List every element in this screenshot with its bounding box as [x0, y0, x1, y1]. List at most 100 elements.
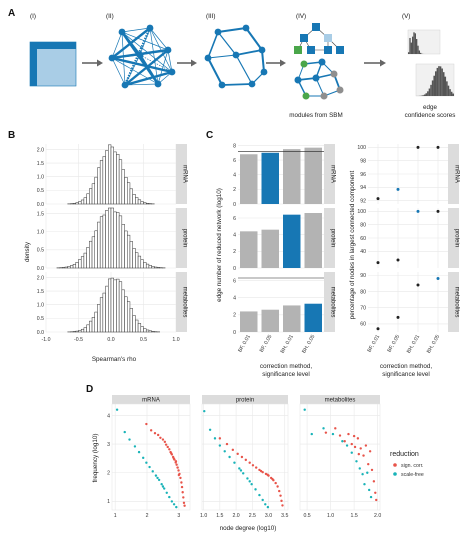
c-dot	[396, 187, 400, 191]
d-point-scale-free	[151, 470, 154, 473]
c-dot	[396, 258, 400, 262]
c-left-y-tick: 4	[233, 296, 236, 302]
b-hist-bar	[110, 207, 114, 269]
d-point-sign-corr	[180, 481, 183, 484]
b-hist-bar	[83, 252, 87, 269]
b-hist-bar	[80, 328, 85, 333]
d-point-scale-free	[261, 498, 264, 502]
b-hist-bar	[148, 330, 152, 333]
panel-d: D mRNA 1 2 3 1 2 3 4 protein 1.0 1.5 2.0 2.5 3.0 3.5 me…	[86, 384, 424, 532]
module-node	[330, 70, 338, 78]
mini-hist-bar	[417, 45, 419, 54]
b-hist-bar	[151, 266, 155, 269]
d-point-sign-corr	[266, 473, 269, 476]
c-bar	[261, 152, 279, 204]
d-facet-strip	[112, 395, 190, 404]
b-hist-bar	[118, 281, 123, 333]
c-left-strip	[324, 208, 335, 268]
mini-hist-bar	[446, 81, 448, 96]
tree-node	[324, 46, 332, 54]
tree-node	[294, 46, 302, 54]
b-y-tick: 1.0	[37, 303, 44, 309]
b-hist-bar	[86, 324, 90, 333]
b-facet-label: mRNA	[182, 165, 188, 183]
d-point-sign-corr	[338, 434, 342, 437]
b-hist-bar	[78, 259, 82, 269]
module-node	[318, 58, 326, 66]
c-right-x-tick: BH, 0.05	[426, 334, 441, 355]
network-node	[258, 46, 266, 54]
network-edge	[124, 83, 159, 86]
d-point-scale-free	[203, 409, 206, 413]
d-x-tick: 1.5	[351, 513, 358, 519]
d-point-sign-corr	[356, 437, 360, 440]
b-y-tick: 0.0	[37, 202, 44, 208]
c-left-xlabel-1: correction method,	[260, 363, 312, 370]
c-left-x-tick: BH, 0.01	[280, 334, 295, 355]
c-left-xlabel-2: significance level	[262, 371, 310, 378]
d-point-scale-free	[208, 428, 212, 431]
mini-hist-bar	[418, 50, 420, 54]
c-right-facet-label: metabolites	[454, 287, 460, 318]
d-facet-label: metabolites	[325, 398, 356, 404]
d-y-tick: 2	[107, 471, 110, 477]
step-3-label: (III)	[206, 13, 215, 20]
b-hist-bar	[132, 248, 136, 269]
panel-d-letter: D	[86, 384, 93, 395]
c-left-x-tick: BF, 0.05	[259, 334, 274, 354]
b-hist-bar	[127, 234, 131, 269]
d-point-scale-free	[175, 505, 178, 509]
b-hist-bar	[75, 202, 79, 205]
d-point-scale-free	[345, 444, 349, 447]
b-hist-bar	[132, 194, 136, 205]
mini-hist-bar	[412, 36, 414, 54]
b-hist-bar	[99, 297, 104, 333]
c-right-strip	[448, 208, 459, 268]
c-left-y-tick: 0	[233, 202, 236, 208]
b-xlabel: Spearman's rho	[92, 356, 137, 363]
d-point-sign-corr	[248, 461, 251, 464]
d-point-scale-free	[341, 440, 344, 443]
network-edge	[121, 27, 151, 33]
b-hist-bar	[102, 292, 106, 333]
b-x-tick: 0.0	[107, 337, 114, 343]
mini-hist-bar	[422, 95, 424, 96]
b-hist-bar	[72, 264, 77, 269]
b-hist-bar	[64, 266, 68, 269]
d-point-scale-free	[303, 408, 306, 411]
b-hist-bar	[80, 199, 85, 205]
d-point-scale-free	[123, 430, 126, 434]
b-hist-bar	[108, 207, 112, 269]
d-point-sign-corr	[353, 445, 357, 449]
d-legend: reduction sign. corr. scale-free	[390, 451, 424, 478]
c-dot	[436, 209, 440, 213]
d-point-sign-corr	[164, 443, 168, 446]
d-point-sign-corr	[179, 476, 182, 480]
d-point-scale-free	[350, 451, 353, 454]
d-point-sign-corr	[362, 454, 365, 457]
b-hist-bar	[140, 326, 144, 333]
b-hist-bar	[116, 212, 120, 269]
c-bar	[304, 147, 322, 204]
d-y-tick: 3	[107, 442, 110, 448]
d-point-scale-free	[128, 438, 131, 441]
d-point-scale-free	[213, 437, 217, 440]
b-hist-bar	[113, 151, 117, 205]
legend-swatch-scale-free	[393, 472, 397, 476]
d-point-sign-corr	[182, 496, 185, 499]
c-left-ylabel: edge number of reduced network (log10)	[216, 188, 223, 302]
network-edge	[139, 54, 173, 73]
step-2-label: (II)	[106, 13, 114, 20]
confidence-histograms-icon	[407, 29, 455, 97]
b-hist-bar	[113, 279, 117, 333]
b-hist-bar	[91, 183, 95, 205]
network-edge	[121, 31, 126, 86]
d-point-scale-free	[228, 455, 231, 459]
tree-node	[307, 46, 315, 54]
c-right-y-tick: 70	[360, 305, 366, 311]
module-node	[336, 86, 344, 94]
c-right-y-tick: 98	[360, 158, 366, 164]
d-ylabel: frequency (log10)	[92, 433, 99, 482]
b-hist-bar	[89, 320, 93, 333]
network-edge	[149, 27, 159, 85]
